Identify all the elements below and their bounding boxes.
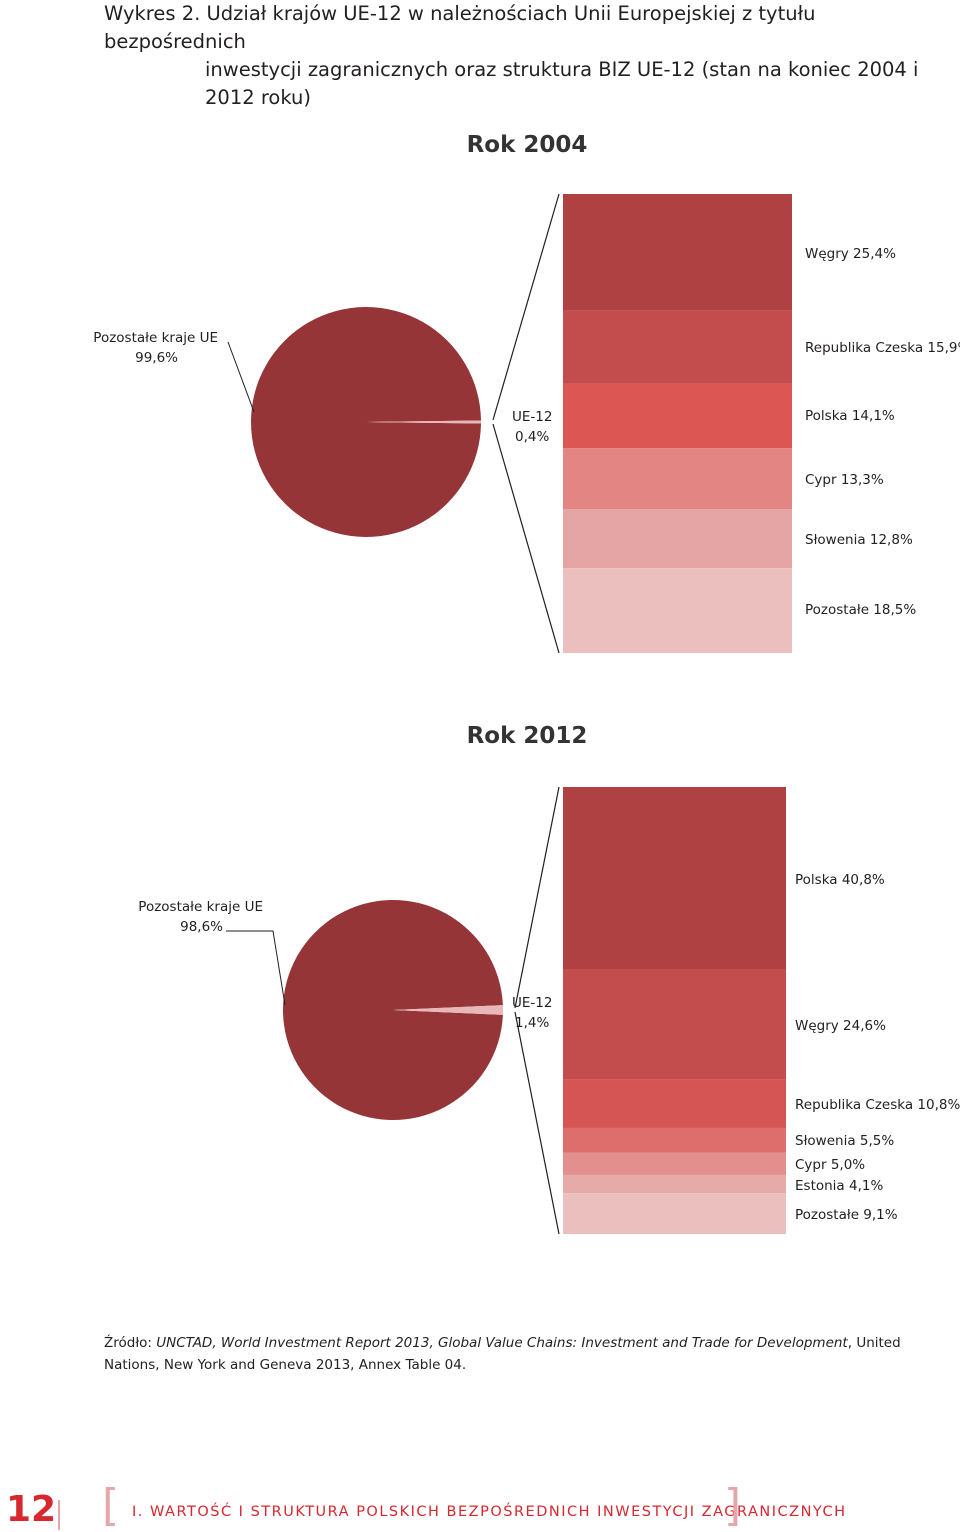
- bar-segment-polska: [563, 787, 786, 970]
- chart-2004: Rok 2004 Pozostałe kraje UE 99,6% UE-12 0,4%…: [93, 132, 960, 654]
- connector-bottom: [514, 1011, 560, 1235]
- pie-slice-pozostale-kraje-ue: [250, 306, 481, 537]
- bar-segment-pozosta-e: [563, 1193, 786, 1234]
- connector-top: [492, 193, 560, 421]
- chart-title: Rok 2012: [467, 723, 588, 749]
- bar-label-republika-czeska: Republika Czeska 10,8%: [795, 1097, 960, 1113]
- figure-title-line-1: Udział krajów UE-12 w należnościach Unii…: [104, 2, 816, 53]
- bar-segment-polska: [563, 383, 792, 449]
- connector-top: [514, 786, 560, 1009]
- bar-segment-republika-czeska: [563, 310, 792, 384]
- pie-slice-ue-12: [366, 420, 481, 424]
- pie-value-ue-12: 0,4%: [515, 429, 549, 445]
- chart-title: Rok 2004: [467, 132, 588, 158]
- pie-value-pozostale-kraje-ue: 98,6%: [180, 919, 223, 935]
- pie-label-pozostale-kraje-ue: Pozostałe kraje UE: [93, 330, 218, 346]
- pie-label-ue-12: UE-12: [512, 995, 552, 1011]
- page-number: 12: [6, 1489, 57, 1530]
- bar-segment-estonia: [563, 1174, 786, 1194]
- source-rest: , United Nations, New York and Geneva 20…: [104, 1335, 901, 1373]
- footer-bracket-open: [: [102, 1480, 120, 1531]
- bar-label-polska: Polska 14,1%: [805, 408, 895, 424]
- figure-title: Wykres 2. Udział krajów UE-12 w należnoś…: [104, 0, 954, 112]
- pie-leader-line: [226, 930, 286, 1006]
- pie-label-ue-12: UE-12: [512, 409, 552, 425]
- bar-label-s-owenia: Słowenia 5,5%: [795, 1133, 894, 1149]
- bar-label-s-owenia: Słowenia 12,8%: [805, 532, 913, 548]
- footer-bracket-close: ]: [724, 1480, 742, 1531]
- footer-divider: [58, 1500, 60, 1530]
- bar-segment-w-gry: [563, 194, 792, 311]
- bar-segment-cypr: [563, 1152, 786, 1175]
- bar-label-w-gry: Węgry 25,4%: [805, 246, 896, 262]
- pie-leader-line: [227, 341, 255, 413]
- source-note: Źródło: UNCTAD, World Investment Report …: [104, 1332, 954, 1376]
- figure-title-line-2: inwestycji zagranicznych oraz struktura …: [205, 58, 919, 109]
- footer-section-title: I. WARTOŚĆ I STRUKTURA POLSKICH BEZPOŚRE…: [132, 1504, 847, 1520]
- bar-label-polska: Polska 40,8%: [795, 872, 885, 888]
- pie-slice-ue-12: [393, 1005, 503, 1015]
- bar-label-pozosta-e: Pozostałe 18,5%: [805, 602, 916, 618]
- pie-slice-pozostale-kraje-ue: [283, 900, 503, 1121]
- pie-value-ue-12: 1,4%: [515, 1015, 549, 1031]
- bar-segment-cypr: [563, 448, 792, 510]
- pie-label-pozostale-kraje-ue: Pozostałe kraje UE: [138, 899, 263, 915]
- bar-label-republika-czeska: Republika Czeska 15,9%: [805, 340, 960, 356]
- bar-label-cypr: Cypr 13,3%: [805, 472, 884, 488]
- chart-2012: Rok 2012 Pozostałe kraje UE 98,6% UE-12 1,4%…: [138, 723, 960, 1235]
- figure-number: Wykres 2.: [104, 2, 201, 25]
- pie-value-pozostale-kraje-ue: 99,6%: [135, 350, 178, 366]
- connector-bottom: [492, 423, 560, 654]
- bar-label-cypr: Cypr 5,0%: [795, 1157, 865, 1173]
- bar-segment-s-owenia: [563, 509, 792, 569]
- source-italic: UNCTAD, World Investment Report 2013, Gl…: [156, 1335, 848, 1351]
- bar-segment-s-owenia: [563, 1127, 786, 1153]
- bar-label-estonia: Estonia 4,1%: [795, 1178, 883, 1194]
- source-prefix: Źródło:: [104, 1335, 157, 1351]
- bar-label-pozosta-e: Pozostałe 9,1%: [795, 1207, 898, 1223]
- bar-segment-republika-czeska: [563, 1079, 786, 1128]
- bar-segment-w-gry: [563, 969, 786, 1080]
- bar-segment-pozosta-e: [563, 568, 792, 653]
- bar-label-w-gry: Węgry 24,6%: [795, 1018, 886, 1034]
- charts: Rok 2004 Pozostałe kraje UE 99,6% UE-12 0,4%…: [93, 132, 960, 1235]
